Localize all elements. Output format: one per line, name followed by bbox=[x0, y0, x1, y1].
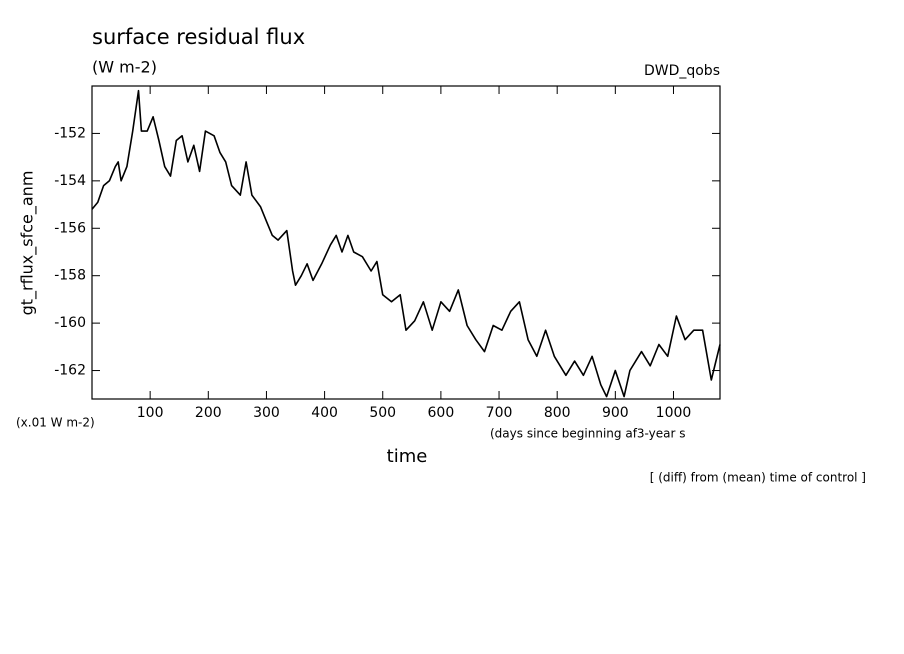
x-axis-label: time bbox=[387, 446, 428, 467]
chart-title: surface residual flux bbox=[92, 25, 305, 49]
y-tick-label: -152 bbox=[54, 125, 86, 141]
x-tick-label: 1000 bbox=[656, 405, 692, 421]
y-tick-label: -160 bbox=[54, 315, 86, 331]
x-tick-label: 700 bbox=[486, 405, 513, 421]
chart-subtitle: (W m-2) bbox=[92, 58, 157, 77]
y-tick-label: -154 bbox=[54, 173, 86, 189]
y-tick-label: -162 bbox=[54, 363, 86, 379]
y-axis-label: gt_rflux_sfce_anm bbox=[18, 171, 38, 316]
source-label: DWD_qobs bbox=[644, 63, 720, 79]
x-tick-label: 900 bbox=[602, 405, 629, 421]
x-unit-label: (days since beginning af3-year s bbox=[490, 427, 686, 441]
plot-frame bbox=[91, 85, 721, 400]
y-tick-label: -156 bbox=[54, 220, 86, 236]
y-tick-label: -158 bbox=[54, 268, 86, 284]
x-tick-label: 100 bbox=[137, 405, 164, 421]
x-tick-label: 200 bbox=[195, 405, 222, 421]
x-tick-label: 800 bbox=[544, 405, 571, 421]
x-tick-label: 400 bbox=[311, 405, 338, 421]
footnote: [ (diff) from (mean) time of control ] bbox=[650, 471, 866, 485]
x-tick-label: 600 bbox=[428, 405, 455, 421]
x-tick-label: 300 bbox=[253, 405, 280, 421]
x-tick-label: 500 bbox=[369, 405, 396, 421]
data-line bbox=[91, 89, 721, 398]
y-unit-label: (x.01 W m-2) bbox=[16, 416, 95, 430]
